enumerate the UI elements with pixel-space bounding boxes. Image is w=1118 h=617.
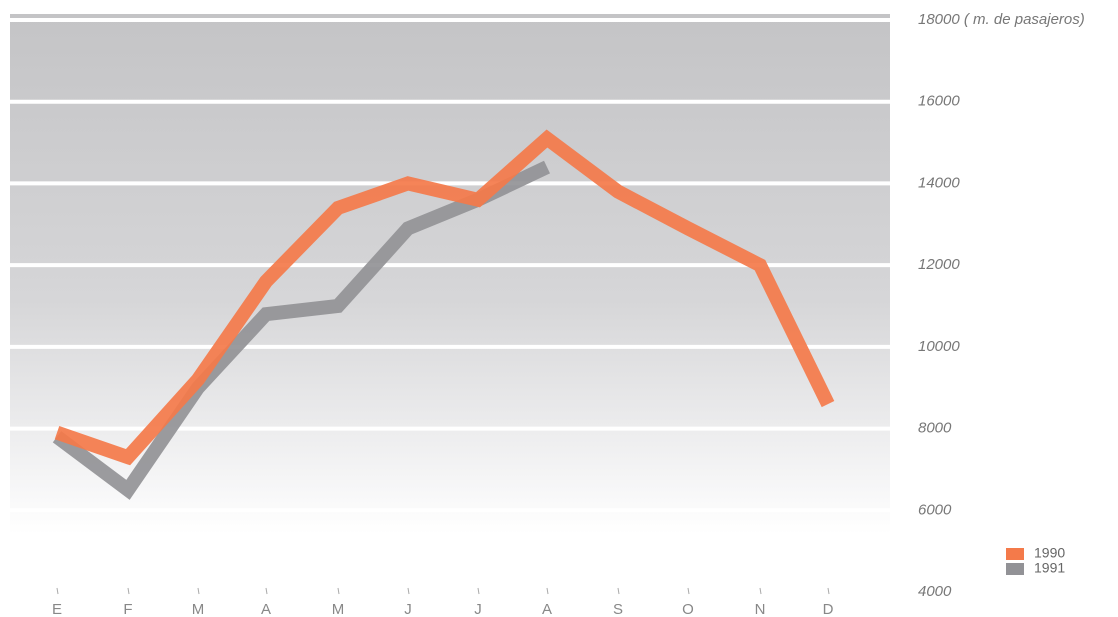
y-tick-label: 14000 [918,174,960,191]
x-tick-mark [56,587,59,595]
y-tick-label: 6000 [918,501,952,518]
x-tick-mark [127,587,130,595]
y-tick-label: 12000 [918,256,960,273]
x-tick-label: A [542,601,552,617]
x-tick-mark [759,587,762,595]
x-tick-mark [687,587,690,595]
x-tick-label: M [332,601,345,617]
x-tick-mark [197,587,200,595]
legend-swatch [1006,548,1024,560]
legend-label: 1991 [1034,560,1065,576]
y-tick-label: 16000 [918,93,960,110]
x-tick-mark [337,587,340,595]
series-line [54,129,835,466]
series-line [52,160,550,500]
x-tick-label: M [192,601,205,617]
x-tick-label: S [613,601,623,617]
legend-label: 1990 [1034,545,1065,561]
x-tick-mark [617,587,620,595]
x-tick-mark [827,587,830,595]
x-tick-label: E [52,601,62,617]
x-tick-label: D [823,601,834,617]
x-tick-label: A [261,601,271,617]
x-tick-label: F [123,601,132,617]
legend-swatch [1006,563,1024,575]
x-tick-mark [546,587,549,595]
x-tick-label: N [755,601,766,617]
y-tick-label: 18000 ( m. de pasajeros) [918,11,1085,28]
x-tick-label: J [474,601,482,617]
x-tick-mark [477,587,480,595]
y-tick-label: 8000 [918,420,952,437]
y-tick-label: 4000 [918,583,952,600]
x-tick-mark [407,587,410,595]
y-tick-label: 10000 [918,338,960,355]
x-tick-label: J [404,601,412,617]
x-tick-label: O [682,601,694,617]
x-tick-mark [265,587,268,595]
